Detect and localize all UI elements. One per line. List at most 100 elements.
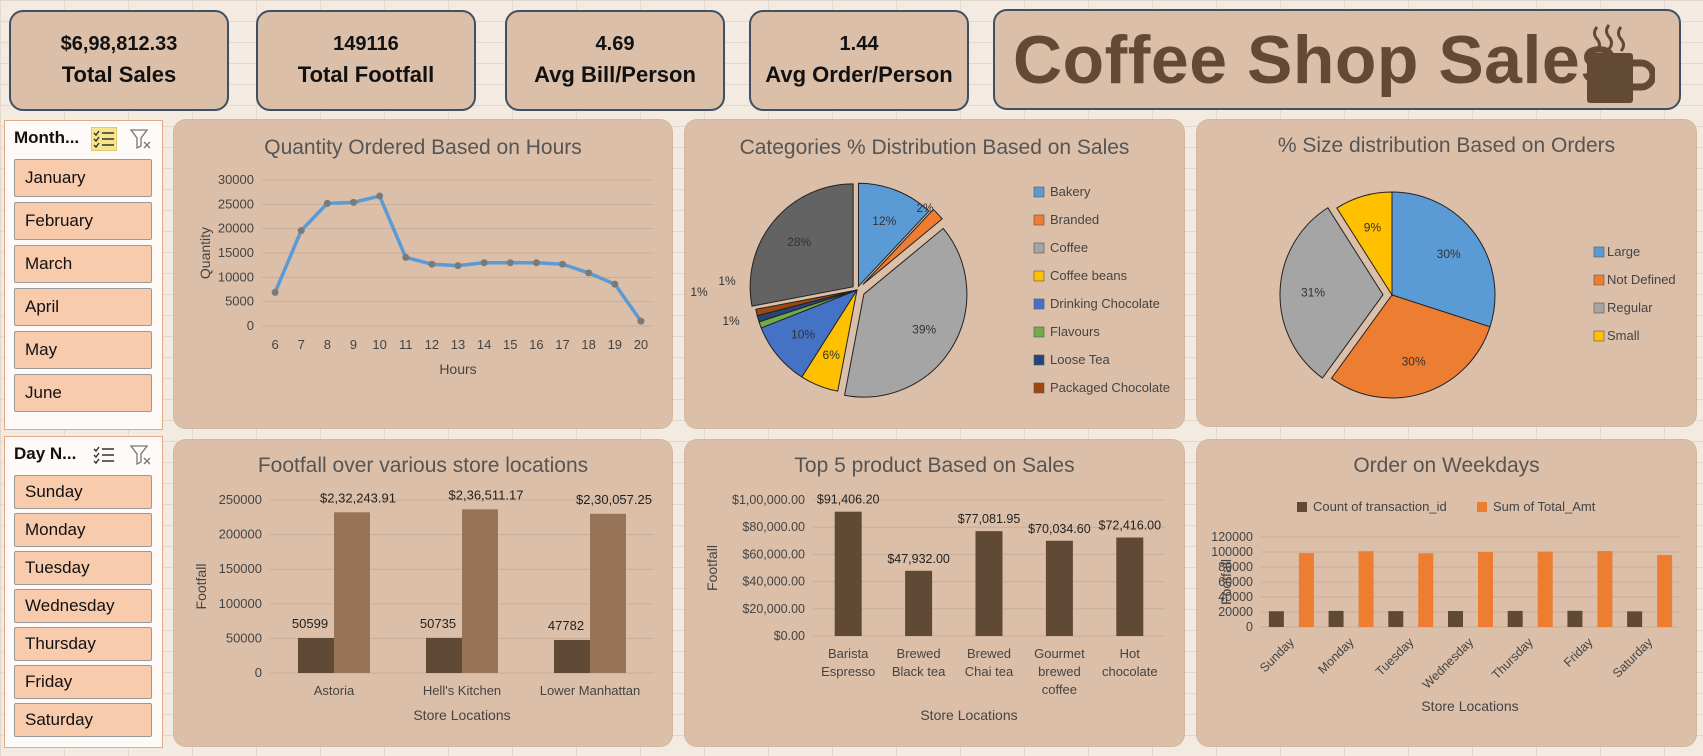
slicer-header: Month... — [5, 121, 162, 155]
x-tick-label: Chai tea — [965, 664, 1014, 679]
slicer-item-friday[interactable]: Friday — [14, 665, 152, 699]
kpi-total-footfall: 149116 Total Footfall — [256, 10, 476, 111]
slicer-item-january[interactable]: January — [14, 159, 152, 197]
slicer-item-april[interactable]: April — [14, 288, 152, 326]
x-tick-label: Thursday — [1489, 635, 1536, 682]
x-tick-label: Hot — [1120, 646, 1141, 661]
slicer-item-sunday[interactable]: Sunday — [14, 475, 152, 509]
pie-slice — [1330, 294, 1491, 399]
kpi-avg-bill: 4.69 Avg Bill/Person — [505, 10, 725, 111]
data-point — [480, 259, 488, 267]
x-tick-label: 18 — [581, 337, 595, 352]
y-tick-label: 25000 — [218, 196, 254, 211]
chart-hours-panel: Quantity Ordered Based on Hours 0 5000 100… — [174, 120, 672, 428]
x-tick-label: Friday — [1561, 635, 1596, 670]
legend-label: Branded — [1050, 212, 1099, 227]
multi-select-icon[interactable] — [91, 127, 117, 151]
bar — [1567, 610, 1583, 627]
bar-data-label: $2,36,511.17 — [449, 487, 524, 502]
pie-data-label: 10% — [791, 328, 815, 342]
slicer-item-monday[interactable]: Monday — [14, 513, 152, 547]
slicer-item-february[interactable]: February — [14, 202, 152, 240]
y-tick-label: $0.00 — [774, 629, 805, 643]
clear-filter-icon[interactable] — [129, 127, 153, 151]
legend-swatch — [1033, 354, 1045, 366]
legend-swatch — [1033, 270, 1045, 282]
x-tick-label: 19 — [608, 337, 622, 352]
legend-swatch — [1593, 302, 1605, 314]
clear-filter-icon[interactable] — [129, 443, 153, 467]
x-tick-label: 10 — [372, 337, 386, 352]
y-tick-label: 40000 — [1218, 590, 1253, 604]
products-bar-chart: $0.00 $20,000.00 $40,000.00 $60,000.00 $80,0… — [704, 493, 1165, 723]
x-tick-label: Black tea — [892, 664, 946, 679]
data-point — [637, 317, 645, 325]
x-tick-label: 6 — [271, 337, 278, 352]
x-tick-label: Brewed — [897, 646, 941, 661]
y-tick-label: 100000 — [1211, 545, 1253, 559]
legend-swatch — [1033, 214, 1045, 226]
bar — [834, 511, 862, 636]
chart-title: Top 5 product Based on Sales — [794, 454, 1075, 477]
data-point — [349, 198, 357, 206]
x-tick-label: 15 — [503, 337, 517, 352]
x-tick-label: 13 — [451, 337, 465, 352]
pie-slice — [844, 227, 968, 398]
dashboard-title-box: Coffee Shop Sales — [993, 9, 1681, 110]
chart-title: Categories % Distribution Based on Sales — [739, 136, 1130, 159]
x-tick-label: Sunday — [1257, 635, 1297, 675]
slicer-item-june[interactable]: June — [14, 374, 152, 412]
data-point — [428, 260, 436, 268]
bar — [426, 637, 462, 673]
bar — [1507, 610, 1523, 627]
legend-swatch — [1033, 326, 1045, 338]
legend-label: Flavours — [1050, 324, 1100, 339]
legend-label: Bakery — [1050, 184, 1091, 199]
y-tick-label: $60,000.00 — [742, 547, 805, 561]
bar — [1478, 552, 1493, 627]
bar-data-label: $72,416.00 — [1099, 519, 1162, 533]
pie-data-label: 12% — [872, 214, 896, 228]
kpi-label: Total Sales — [61, 62, 177, 87]
y-tick-label: 20000 — [218, 221, 254, 236]
slicer-item-thursday[interactable]: Thursday — [14, 627, 152, 661]
bar — [1537, 551, 1553, 627]
slicer-title: Day N... — [14, 444, 77, 463]
x-tick-label: 14 — [477, 337, 491, 352]
bar — [554, 639, 590, 673]
slicer-item-saturday[interactable]: Saturday — [14, 703, 152, 737]
bar — [975, 531, 1003, 636]
pie-slice — [862, 208, 943, 285]
x-tick-label: 9 — [350, 337, 357, 352]
slicer-header: Day N... — [5, 437, 162, 471]
legend-label: Drinking Chocolate — [1050, 296, 1160, 311]
slicer-item-may[interactable]: May — [14, 331, 152, 369]
x-tick-label: Saturday — [1610, 635, 1656, 681]
x-axis-label: Hours — [439, 361, 476, 377]
x-tick-label: 11 — [399, 337, 413, 352]
x-tick-label: 12 — [425, 337, 439, 352]
x-tick-label: Espresso — [821, 664, 875, 679]
x-tick-label: 17 — [555, 337, 569, 352]
bar — [1448, 611, 1463, 627]
bar — [905, 570, 933, 636]
data-point — [323, 199, 331, 207]
bar — [462, 509, 498, 673]
kpi-label: Avg Order/Person — [765, 62, 953, 87]
slicer-item-march[interactable]: March — [14, 245, 152, 283]
bar-data-label: $2,30,057.25 — [576, 492, 652, 507]
kpi-label: Total Footfall — [297, 62, 435, 87]
bar — [590, 513, 626, 673]
legend-label: Large — [1607, 244, 1640, 259]
data-point — [454, 262, 462, 270]
y-tick-label: 80000 — [1218, 560, 1253, 574]
y-tick-label: 10000 — [218, 269, 254, 284]
data-point — [559, 260, 567, 268]
series-line — [273, 194, 643, 323]
data-point — [506, 259, 514, 267]
slicer-item-wednesday[interactable]: Wednesday — [14, 589, 152, 623]
slicer-item-tuesday[interactable]: Tuesday — [14, 551, 152, 585]
multi-select-icon[interactable] — [91, 443, 117, 467]
legend-label: Coffee beans — [1050, 268, 1128, 283]
kpi-value: 1.44 — [839, 33, 879, 55]
